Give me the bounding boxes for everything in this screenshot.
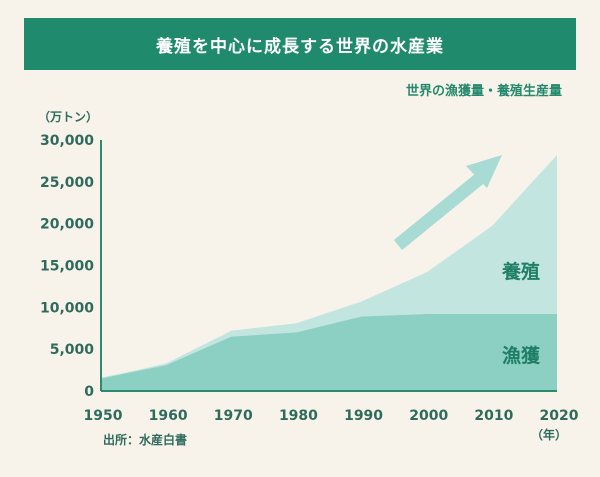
y-tick-label: 20,000	[40, 217, 94, 233]
x-tick-label: 1980	[279, 408, 318, 424]
chart-title-banner: 養殖を中心に成長する世界の水産業	[24, 18, 576, 70]
x-axis-unit: （年）	[531, 428, 568, 442]
y-tick-label: 0	[84, 384, 94, 400]
trend-arrow-head	[466, 155, 502, 188]
y-axis-unit: （万トン）	[38, 110, 99, 124]
series-label: 漁獲	[502, 344, 541, 367]
y-tick-label: 15,000	[40, 259, 94, 275]
y-tick-label: 10,000	[40, 300, 94, 316]
x-tick-label: 2020	[540, 408, 579, 424]
x-tick-label: 1970	[214, 408, 253, 424]
series-area-aquaculture	[101, 155, 557, 379]
x-tick-label: 1960	[149, 408, 188, 424]
y-tick-label: 5,000	[50, 342, 95, 358]
y-tick-label: 25,000	[40, 175, 94, 191]
x-tick-label: 1990	[344, 408, 383, 424]
x-tick-label: 2000	[409, 408, 448, 424]
series-label: 養殖	[501, 260, 540, 283]
trend-arrow-shaft	[393, 169, 489, 251]
series-area-capture	[101, 314, 557, 391]
y-tick-label: 30,000	[40, 133, 94, 149]
x-tick-label: 1950	[84, 408, 123, 424]
chart-title: 養殖を中心に成長する世界の水産業	[156, 36, 444, 57]
chart-subtitle: 世界の漁獲量・養殖生産量	[405, 84, 562, 99]
x-tick-label: 2010	[474, 408, 513, 424]
source-note: 出所：水産白書	[103, 433, 188, 447]
